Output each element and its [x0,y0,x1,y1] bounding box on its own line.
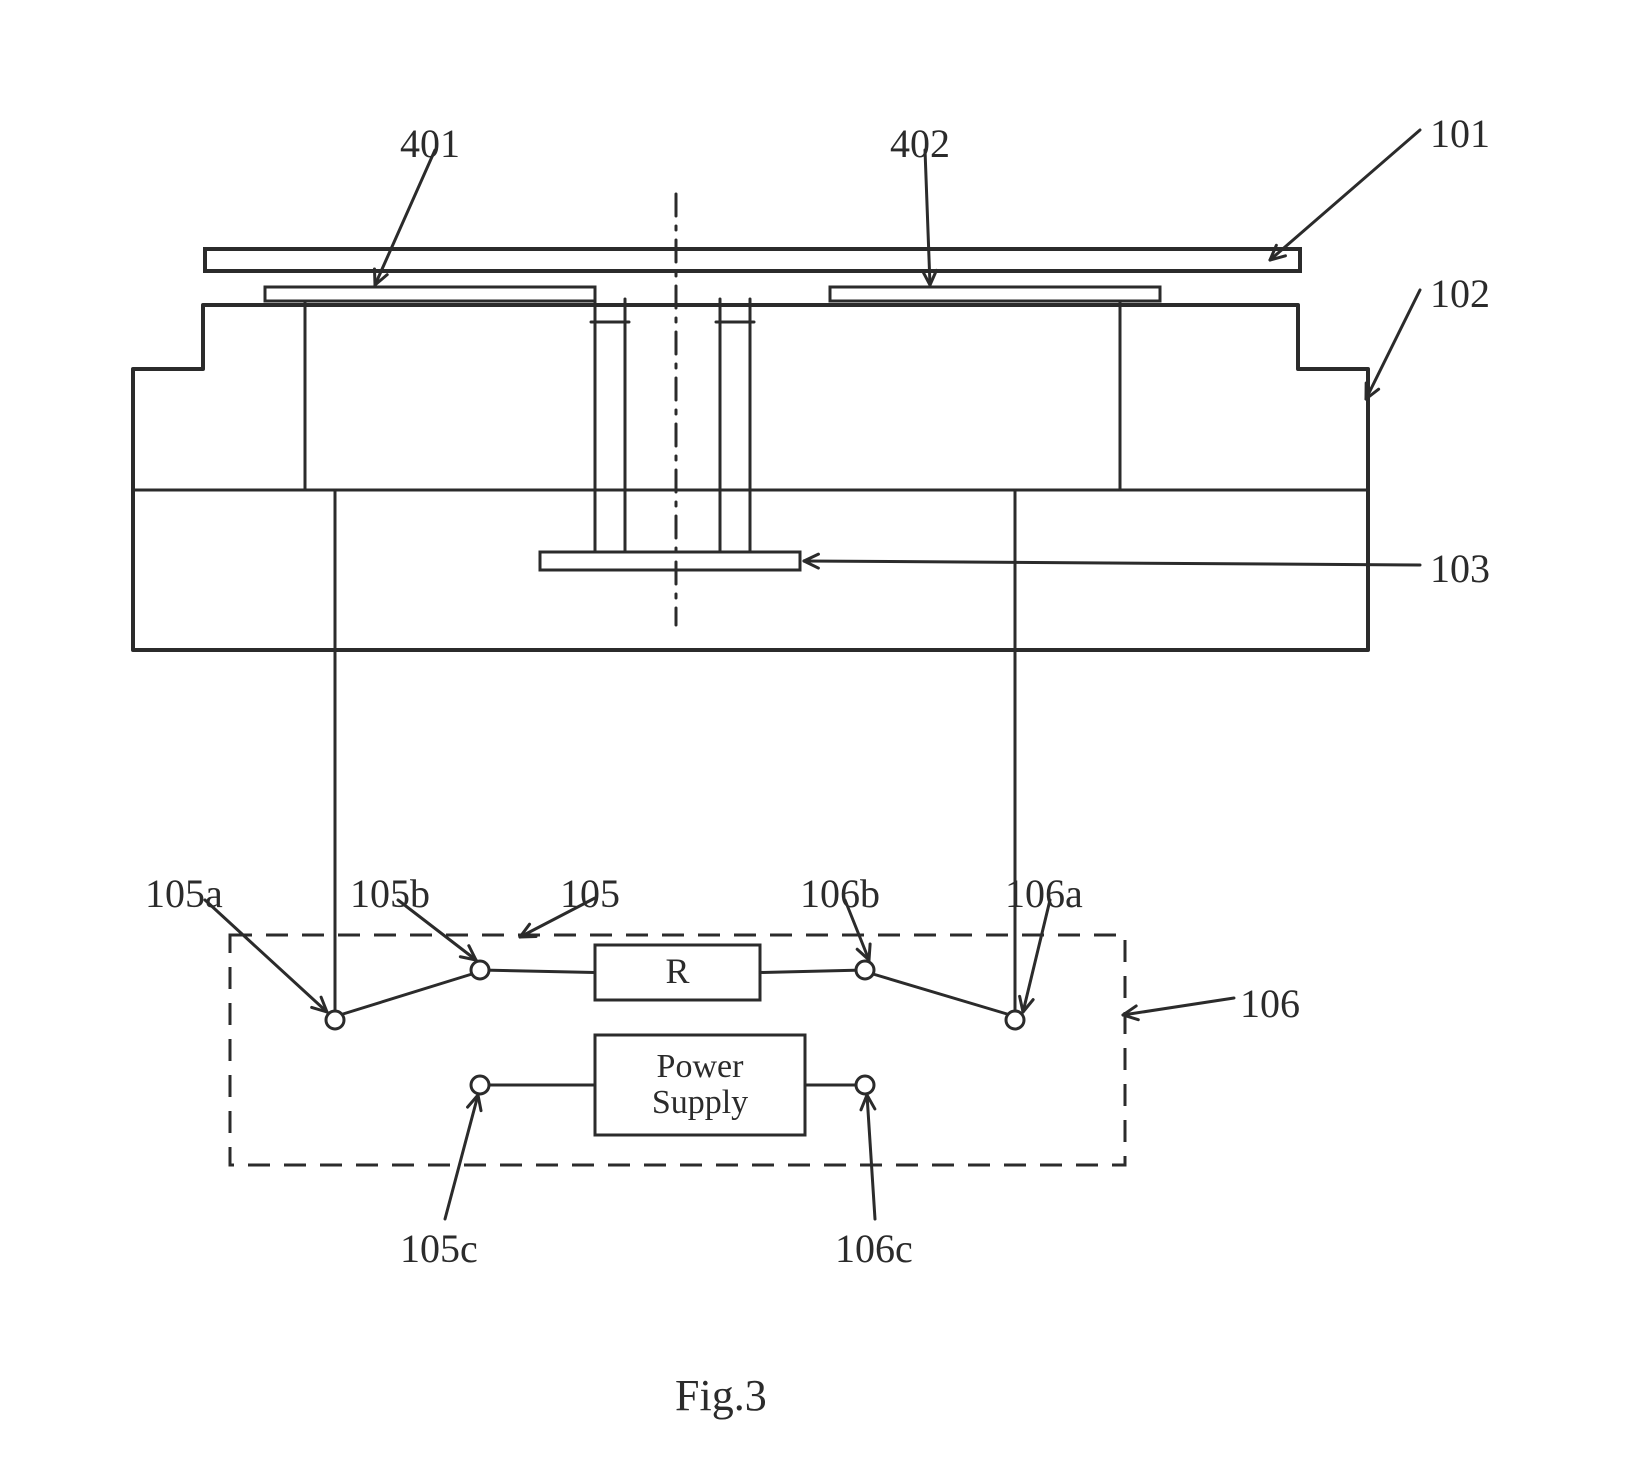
top-plate-101 [205,249,1300,271]
label-101: 101 [1430,110,1490,157]
figure-svg: R PowerSupply [0,0,1640,1477]
inner-right-402 [830,287,1160,301]
label-106: 106 [1240,980,1300,1027]
power-label-2: Supply [652,1084,748,1121]
label-402: 402 [890,120,950,167]
power-label-1: Power [657,1048,745,1085]
bottom-bar-103 [540,552,800,570]
label-102: 102 [1430,270,1490,317]
leader-105a [205,900,327,1012]
label-105c: 105c [400,1225,478,1272]
resistor-label: R [665,951,689,991]
leader-105c [445,1095,478,1219]
label-106b: 106b [800,870,880,917]
leader-101 [1270,130,1420,260]
leader-102 [1366,290,1420,399]
leader-106 [1123,998,1234,1015]
node-n105a [326,1011,344,1029]
label-103: 103 [1430,545,1490,592]
label-105: 105 [560,870,620,917]
leader-103 [804,561,1420,565]
inner-left-401 [265,287,595,301]
figure-caption: Fig.3 [675,1370,767,1421]
label-106c: 106c [835,1225,913,1272]
label-401: 401 [400,120,460,167]
label-105b: 105b [350,870,430,917]
node-n106a [1006,1011,1024,1029]
node-n105c [471,1076,489,1094]
node-n106c [856,1076,874,1094]
node-n106b [856,961,874,979]
switch-105-arm [343,974,472,1014]
node-n105b [471,961,489,979]
figure-canvas: { "figure": { "caption": "Fig.3", "capti… [0,0,1640,1477]
label-105a: 105a [145,870,223,917]
label-106a: 106a [1005,870,1083,917]
switch-106-arm [873,974,1007,1014]
leader-106c [867,1095,875,1219]
